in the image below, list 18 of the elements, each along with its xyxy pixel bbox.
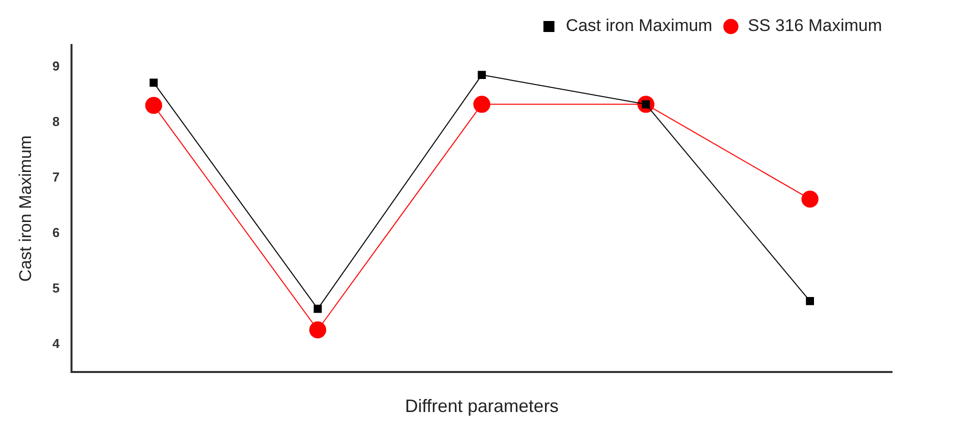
y-tick-label: 6 xyxy=(52,225,60,240)
y-tick-label: 5 xyxy=(52,280,60,296)
point xyxy=(478,70,486,79)
y-axis-title: Cast iron Maximum xyxy=(16,135,35,282)
x-axis-title: Diffrent parameters xyxy=(404,396,559,416)
legend-label: SS 316 Maximum xyxy=(748,16,882,36)
y-tick-label: 8 xyxy=(52,114,60,130)
point xyxy=(150,78,158,87)
y-tick-label: 9 xyxy=(52,58,60,74)
legend-label: Cast iron Maximum xyxy=(566,16,712,36)
point xyxy=(806,297,814,306)
point xyxy=(314,304,322,313)
point xyxy=(309,321,326,338)
y-tick-label: 7 xyxy=(52,170,60,185)
point xyxy=(145,96,162,114)
y-tick-label: 4 xyxy=(52,336,60,351)
point xyxy=(801,190,818,208)
point xyxy=(473,96,490,113)
